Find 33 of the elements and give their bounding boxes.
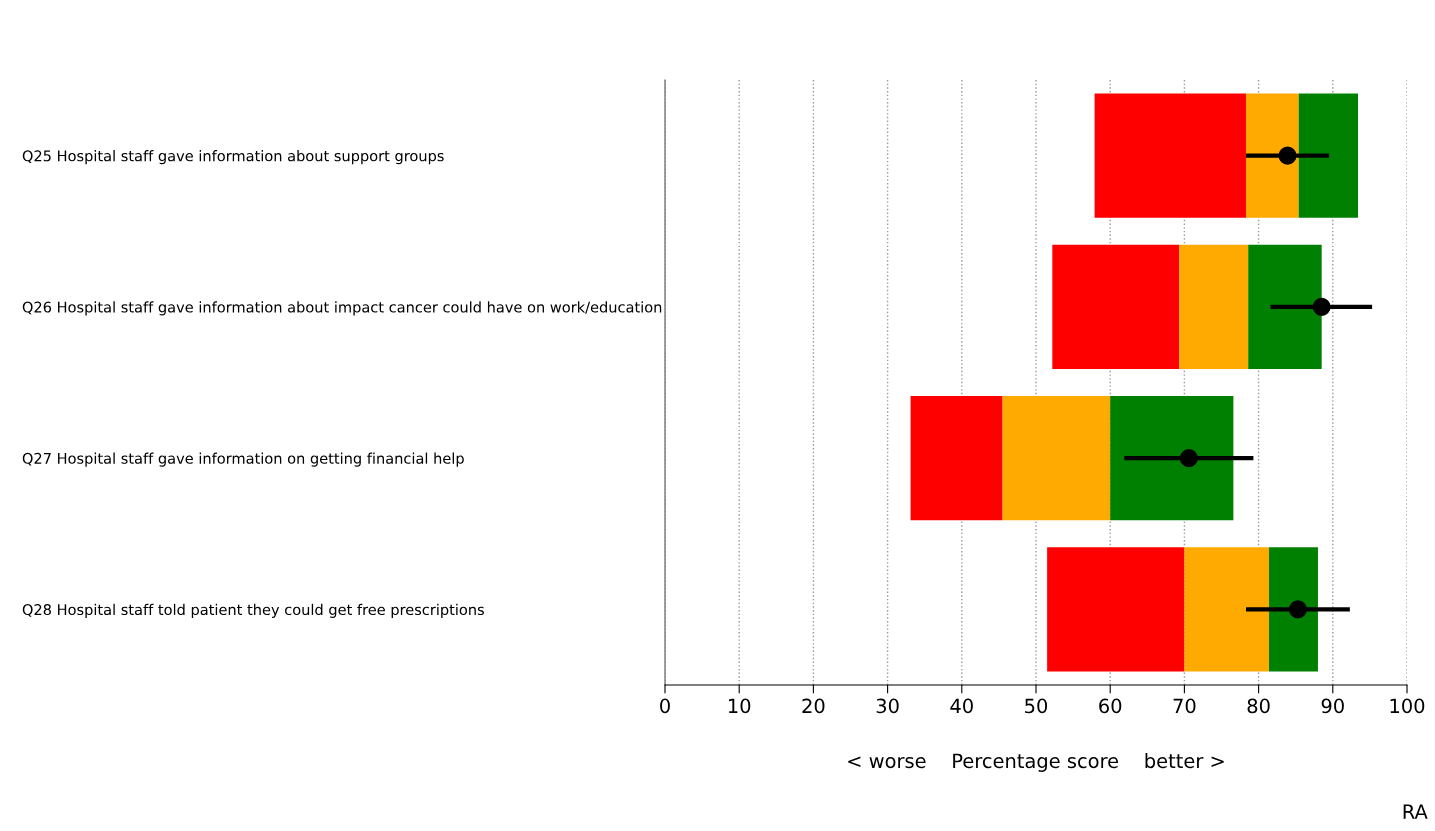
bar [1248,244,1322,369]
bar [1052,244,1180,369]
y-tick-label: Q26 Hospital staff gave information about impact cancer could have on work/education [22,301,662,316]
x-axis-title: < worse Percentage score better > [848,753,1224,772]
x-tick-label: 20 [802,698,825,714]
point [1288,600,1307,619]
bar [1094,93,1246,218]
x-tick-label: 60 [1099,698,1122,714]
x-tick-label: 0 [660,698,670,714]
x-tick-label: 80 [1247,698,1270,714]
x-tick-label: 50 [1025,698,1048,714]
point [1179,449,1198,468]
text: RA [1403,804,1428,819]
x-tick-label: 100 [1390,698,1425,714]
x-tick-label: 10 [728,698,751,714]
bar [910,396,1003,521]
bar [1184,547,1269,672]
point [1278,146,1297,165]
x-tick-label: 40 [950,698,973,714]
bar [1268,547,1318,672]
y-tick-label: Q25 Hospital staff gave information about support groups [22,150,444,165]
bar [1245,93,1299,218]
y-tick-label: Q27 Hospital staff gave information on getting financial help [22,452,464,467]
bar [1110,396,1234,521]
bar [1002,396,1111,521]
x-tick-label: 30 [876,698,899,714]
y-tick-label: Q28 Hospital staff told patient they could get free prescriptions [22,603,484,618]
point [1312,297,1331,316]
bar [1298,93,1359,218]
x-tick-label: 70 [1173,698,1196,714]
bar [1179,244,1249,369]
bar [1047,547,1185,672]
x-tick-label: 90 [1321,698,1344,714]
